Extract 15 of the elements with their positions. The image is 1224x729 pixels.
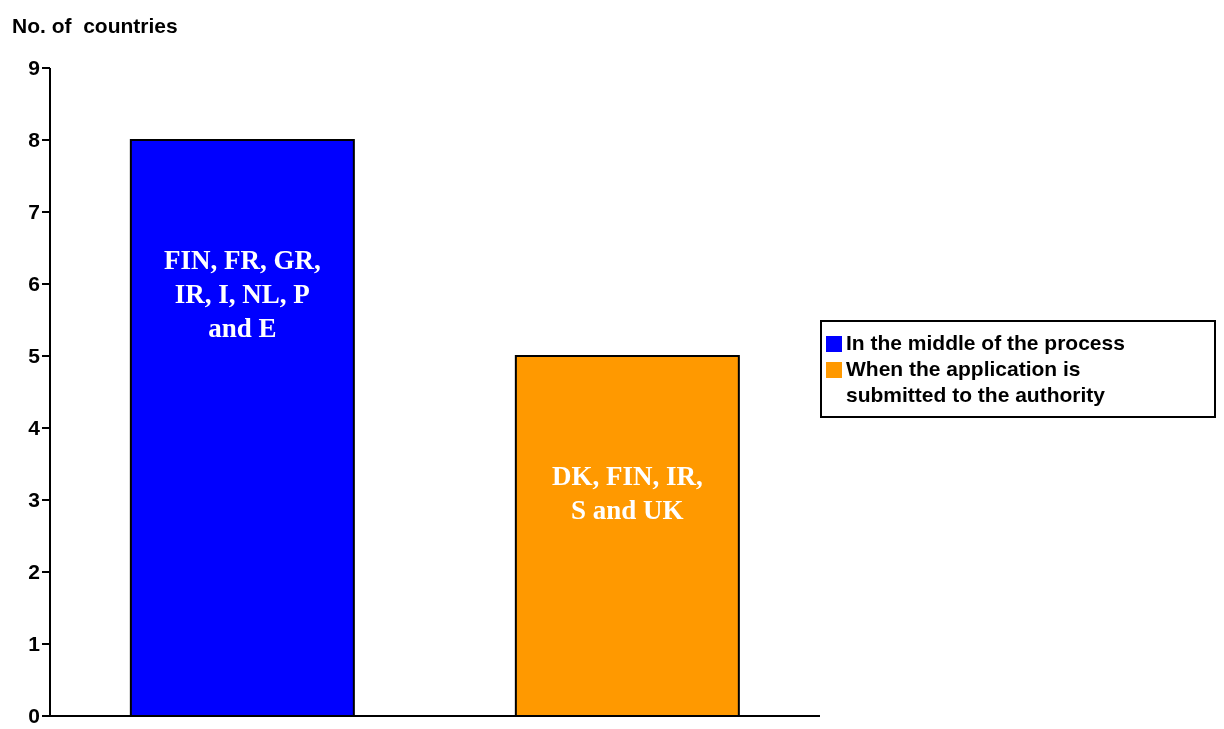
y-tick-label: 7: [28, 200, 40, 224]
y-tick-label: 1: [28, 632, 41, 656]
y-tick-label: 6: [28, 272, 40, 296]
y-axis-title: No. of countries: [12, 14, 178, 38]
y-tick-label: 3: [28, 488, 40, 512]
legend-label: When the application is submitted to the authority: [846, 355, 1106, 408]
legend-label: In the middle of the process: [846, 329, 1126, 356]
y-tick-label: 5: [28, 344, 41, 368]
y-tick-label: 8: [28, 128, 41, 152]
y-tick-label: 0: [28, 704, 40, 728]
data-label: DK, FIN, IR, S and UK: [551, 461, 703, 526]
data-label: FIN, FR, GR, IR, I, NL, P and E: [163, 245, 321, 344]
y-tick-label: 9: [28, 56, 40, 80]
y-tick-label: 2: [28, 560, 40, 584]
y-tick-label: 4: [28, 416, 41, 440]
